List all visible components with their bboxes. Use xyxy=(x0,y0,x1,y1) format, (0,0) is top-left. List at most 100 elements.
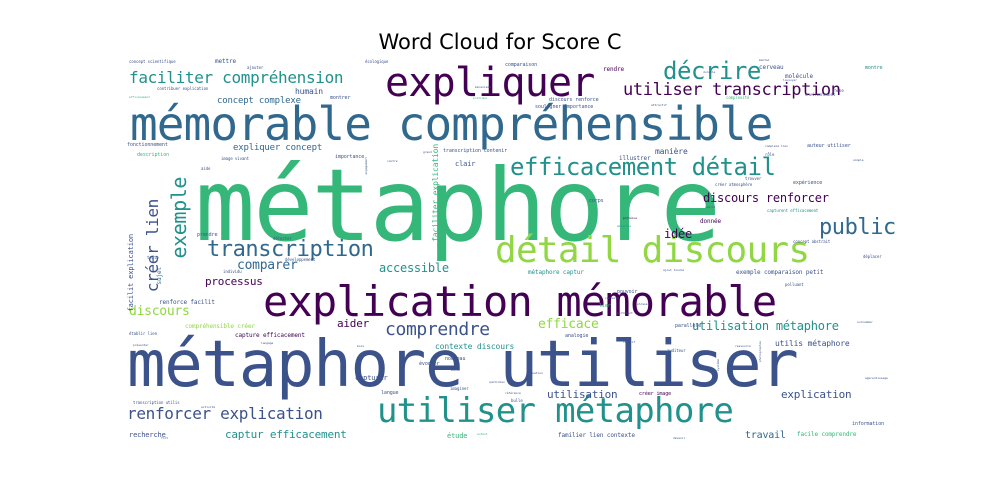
word-langue: langue xyxy=(381,390,399,396)
word-bulle: bulle xyxy=(511,398,523,403)
word-memorable-comprehensible: mémorable compréhensible xyxy=(130,97,774,151)
word-pertinent: pertinent xyxy=(617,311,633,315)
word-grand: grand xyxy=(423,150,432,154)
word-reference: référence xyxy=(505,391,521,395)
word-presenter: présenter xyxy=(133,343,149,347)
word-captur-efficacement: captur efficacement xyxy=(225,428,347,441)
word-recherche: recherche xyxy=(129,431,166,439)
word-parallele: parallèle xyxy=(675,323,702,329)
word-devenir: devenir xyxy=(673,436,686,440)
word-sujet: sujet xyxy=(156,267,163,285)
word-evoquer: évoquer xyxy=(419,361,440,367)
word-detail-discours: détail discours xyxy=(495,230,810,271)
word-deplacer: déplacer xyxy=(863,254,882,259)
word-detecter: détecter xyxy=(273,236,292,241)
word-comprehensible-creer: compréhensible créer xyxy=(185,323,255,330)
word-texte: texte xyxy=(147,255,159,260)
word-cerveau: cerveau xyxy=(759,64,784,71)
word-prendre: prendre xyxy=(197,232,218,238)
word-transcription-contenir: transcription contenir xyxy=(443,148,508,154)
word-complexe-lien: complexe lien xyxy=(765,144,788,148)
word-travail: travail xyxy=(745,430,786,441)
word-situation: situation xyxy=(527,371,543,375)
word-faciliter-comprehension: faciliter compréhension xyxy=(129,68,344,87)
word-metaphore-utiliser: métaphore utiliser xyxy=(127,328,799,402)
word-humain: humain xyxy=(295,87,323,96)
word-capturer: capturer xyxy=(355,374,388,382)
word-montre: montre xyxy=(865,65,883,71)
word-analogie: analogie xyxy=(565,333,589,339)
word-attractif: attractif xyxy=(651,103,667,107)
word-monde: monde xyxy=(451,368,460,372)
word-aide: aide xyxy=(201,166,211,171)
word-cloud: métaphore mémorable compréhensible métap… xyxy=(125,57,896,443)
word-esprit: esprit xyxy=(705,205,716,209)
word-creatif: créatif xyxy=(623,340,636,344)
word-metaphore-captur: métaphore captur xyxy=(528,269,584,276)
word-these: thèse xyxy=(832,88,844,93)
word-utilisation: utilisation xyxy=(547,388,618,401)
word-faciliter-explication: faciliter explication xyxy=(431,144,440,242)
word-transcription-utilis: transcription utilis xyxy=(133,400,180,405)
word-systeme: système xyxy=(716,359,720,372)
word-fonctionnement: fonctionnement xyxy=(127,142,168,148)
word-rendre: rendre xyxy=(603,66,624,73)
word-familier-lien-contexte: familier lien contexte xyxy=(558,432,635,439)
word-developpement: développement xyxy=(285,257,316,262)
word-utiliser-metaphore: utiliser métaphore xyxy=(377,391,734,431)
word-information: information xyxy=(852,421,885,427)
word-individu: individu xyxy=(223,269,242,274)
word-exemple: exemple xyxy=(167,177,191,259)
word-etude: étude xyxy=(447,432,468,440)
word-auditeur: auditeur xyxy=(667,348,686,353)
word-efficacement: efficacement xyxy=(129,95,150,99)
word-proteine: protéine xyxy=(623,216,637,220)
word-explication-memorable: explication mémorable xyxy=(263,277,777,326)
word-complexite: complexité xyxy=(726,95,750,100)
word-trouver: trouver xyxy=(745,176,762,181)
word-utiliser-transcription: utiliser transcription xyxy=(623,80,841,100)
word-bois: bois xyxy=(357,344,364,348)
word-illustrer: illustrer xyxy=(619,155,651,162)
word-discours-renforcer: discours renforcer xyxy=(703,191,829,205)
word-pouvoir: pouvoir xyxy=(617,289,638,295)
word-maniere: manière xyxy=(655,147,688,156)
word-empathie: empathie xyxy=(617,224,631,228)
word-nouveau: nouveau xyxy=(445,356,466,362)
word-durable: durable xyxy=(703,70,716,74)
word-contribuer-explication: contribuer explication xyxy=(157,86,209,91)
word-concept-scientifique: concept scientifique xyxy=(129,59,176,64)
word-apprentissage: apprentissage xyxy=(865,376,888,380)
word-pratique: pratique xyxy=(473,96,487,100)
word-decrire: décrire xyxy=(663,57,761,85)
word-phrase: phrasé xyxy=(637,302,648,306)
word-facile-comprendre: facile comprendre xyxy=(797,431,857,438)
word-langage: langage xyxy=(261,341,274,345)
word-ecologique: écologique xyxy=(365,59,389,64)
word-accessible: accessible xyxy=(379,261,449,275)
word-comprendre: comprendre xyxy=(385,319,490,340)
word-etablir-lien: établir lien xyxy=(129,331,157,336)
word-mental: mental xyxy=(759,58,770,62)
word-contexte-discours: contexte discours xyxy=(435,342,515,351)
word-corps: corps xyxy=(589,198,604,204)
word-environnement: environnement xyxy=(805,92,836,97)
word-renforcer-explication: renforcer explication xyxy=(127,404,323,423)
word-imaginer: imaginer xyxy=(450,386,469,391)
word-role: rôle xyxy=(765,152,775,157)
word-contre: contre xyxy=(387,159,398,163)
word-souligner-importance: souligner importance xyxy=(535,104,594,110)
word-utilis-metaphore: utilis métaphore xyxy=(775,339,850,348)
word-ressource: ressource xyxy=(735,344,751,348)
word-efficacement-detail: efficacement détail xyxy=(510,153,776,181)
word-photographie: photographie xyxy=(758,341,762,362)
word-capture-efficacement: capture efficacement xyxy=(235,332,305,339)
word-engagement: engagement xyxy=(364,157,368,175)
word-renforce-facilit: renforce facilit xyxy=(159,299,215,306)
word-description: description xyxy=(137,152,170,158)
word-discours: discours xyxy=(129,304,190,319)
word-transcription: transcription xyxy=(207,237,374,262)
word-lier: lier xyxy=(599,303,611,309)
word-mettre: mettre xyxy=(215,58,236,65)
chart-title: Word Cloud for Score C xyxy=(378,30,622,54)
